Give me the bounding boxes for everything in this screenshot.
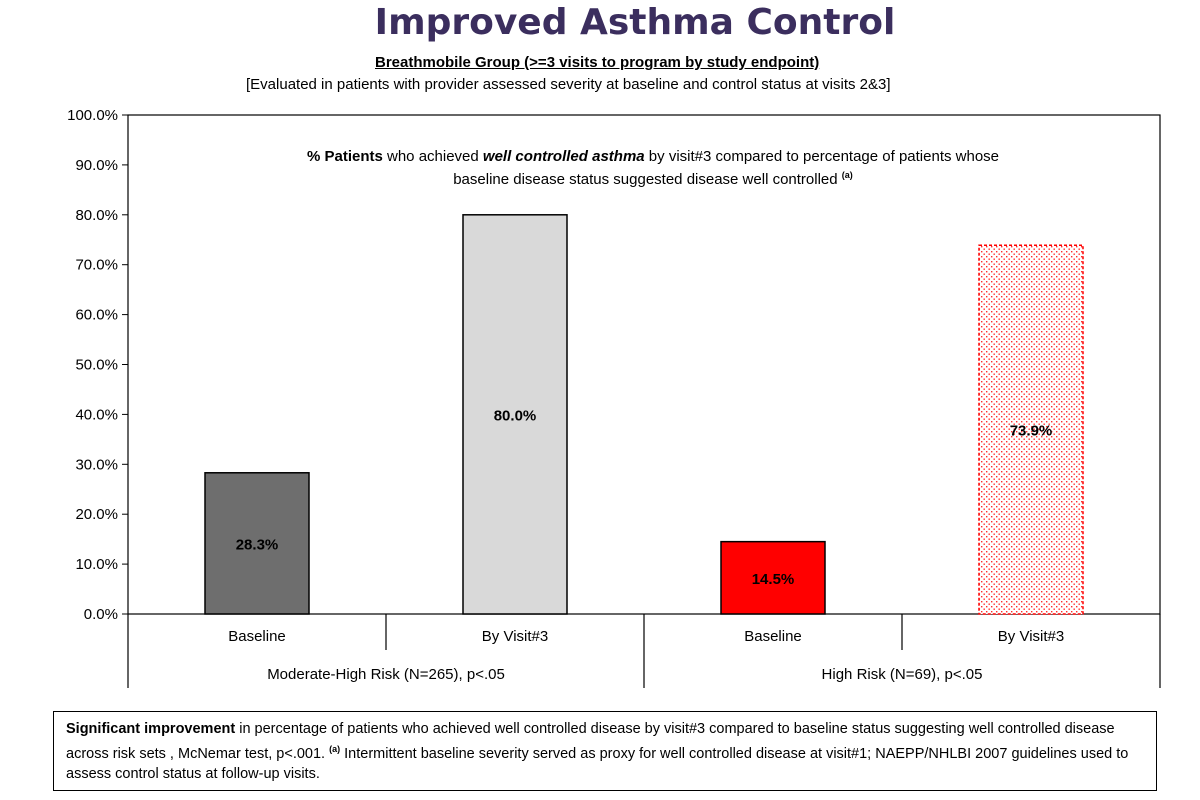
- footnote-text-2: Intermittent baseline severity served as…: [66, 745, 1129, 782]
- bar-chart: 0.0% 10.0% 20.0% 30.0% 40.0% 50.0% 60.0% 70.0% 8…: [67, 107, 1161, 688]
- footnote-mark: (a): [329, 744, 341, 754]
- bar: [978, 244, 1084, 615]
- bar-value-label: 80.0%: [494, 407, 537, 424]
- chart-title: Improved Asthma Control: [374, 2, 896, 43]
- y-tick-label: 20.0%: [75, 506, 118, 523]
- x-category-label: Baseline: [744, 628, 802, 645]
- y-tick-label: 70.0%: [75, 257, 118, 274]
- bar-value-label: 28.3%: [236, 536, 279, 553]
- y-tick-label: 50.0%: [75, 357, 118, 374]
- x-category-label: By Visit#3: [998, 628, 1064, 645]
- x-group-label: Moderate-High Risk (N=265), p<.05: [267, 666, 505, 683]
- y-tick-label: 80.0%: [75, 207, 118, 224]
- y-tick-label: 0.0%: [84, 606, 118, 623]
- x-category-label: Baseline: [228, 628, 286, 645]
- y-tick-label: 60.0%: [75, 307, 118, 324]
- y-tick-label: 100.0%: [67, 107, 118, 124]
- footnote-bold: Significant improvement: [66, 721, 236, 737]
- bar-value-label: 14.5%: [752, 571, 795, 588]
- y-tick-label: 90.0%: [75, 157, 118, 174]
- footnote-text-1: in percentage of patients who achieved w…: [66, 721, 1115, 762]
- y-tick-label: 40.0%: [75, 406, 118, 423]
- chart-subtitle: Breathmobile Group (>=3 visits to progra…: [375, 54, 820, 71]
- y-tick-label: 10.0%: [75, 556, 118, 573]
- bar: [720, 540, 826, 615]
- footnote-box: Significant improvement in percentage of…: [53, 711, 1157, 791]
- y-tick-label: 30.0%: [75, 456, 118, 473]
- annotation-line-1: % Patients who achieved well controlled …: [307, 148, 999, 165]
- bar: [204, 472, 310, 615]
- x-category-label: By Visit#3: [482, 628, 548, 645]
- x-group-label: High Risk (N=69), p<.05: [822, 666, 983, 683]
- chart-subtitle-note: [Evaluated in patients with provider ass…: [246, 76, 891, 93]
- annotation-line-2: baseline disease status suggested diseas…: [453, 170, 853, 188]
- bar-value-label: 73.9%: [1010, 423, 1053, 440]
- bar: [462, 214, 568, 615]
